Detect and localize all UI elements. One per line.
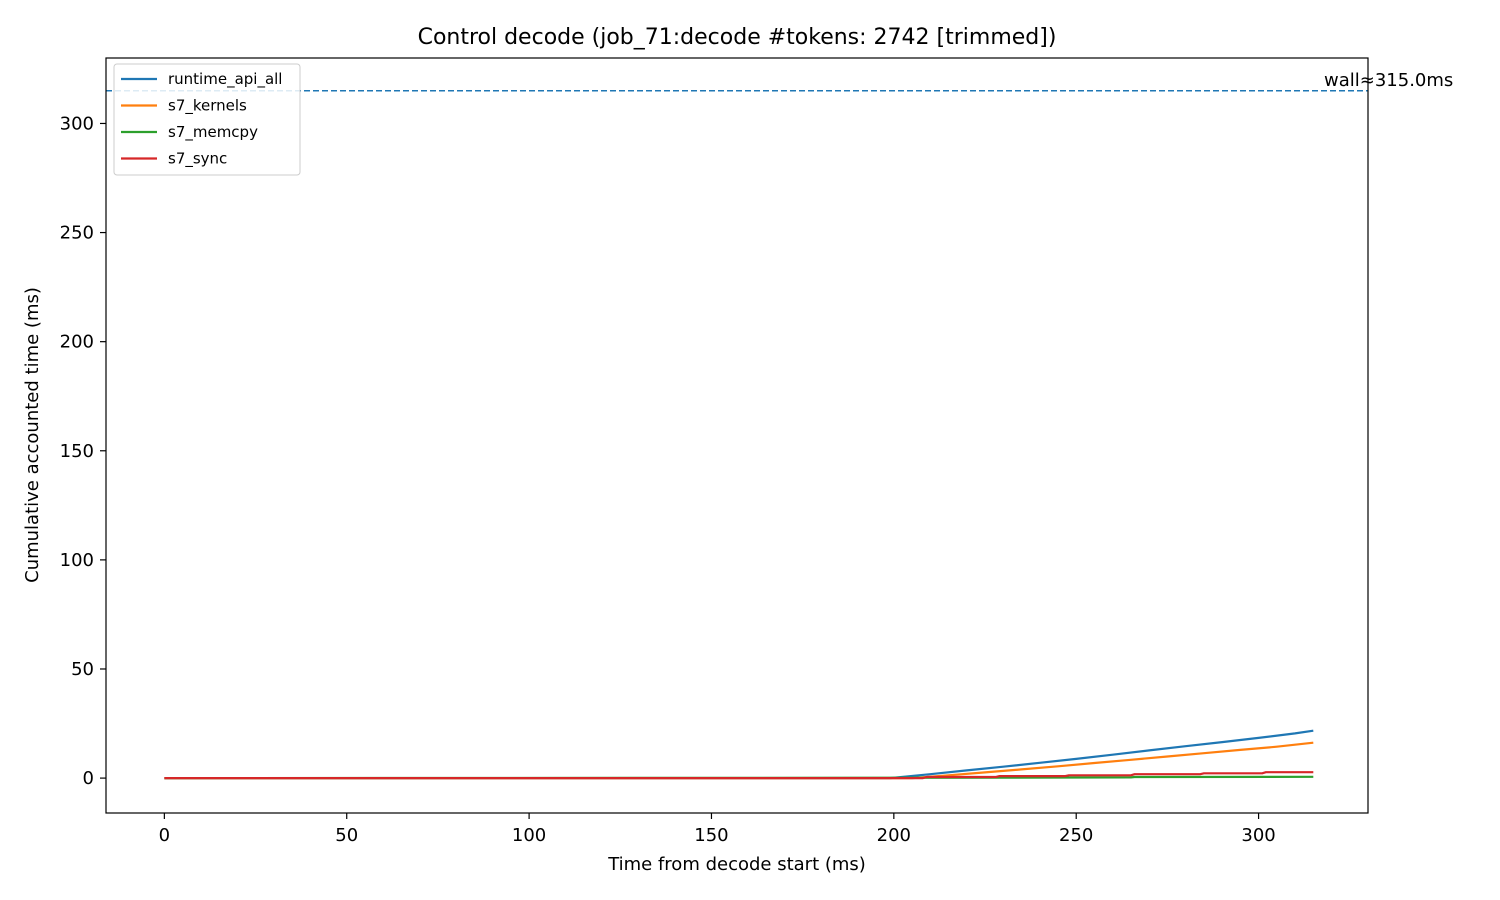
y-tick-label: 150 — [60, 441, 94, 462]
y-axis: 0 50 100 150 200 250 300 — [60, 113, 106, 789]
legend-box — [113, 63, 301, 176]
x-axis: 0 50 100 150 200 250 300 — [159, 813, 1276, 846]
plot-frame — [105, 57, 1369, 814]
legend-label-runtime_api_all: runtime_api_all — [168, 70, 282, 89]
y-tick-label: 0 — [83, 768, 94, 789]
wall-annotation: wall≈315.0ms — [1324, 70, 1453, 91]
y-tick-label: 300 — [60, 113, 94, 134]
x-tick-label: 50 — [335, 825, 358, 846]
plot-area — [106, 89, 1368, 780]
legend-label-s7_kernels: s7_kernels — [168, 97, 247, 116]
legend-label-s7_memcpy: s7_memcpy — [168, 123, 258, 142]
y-tick-label: 100 — [60, 550, 94, 571]
y-tick-label: 200 — [60, 332, 94, 353]
x-tick-label: 150 — [694, 825, 728, 846]
series-line-runtime_api_all — [164, 729, 1314, 780]
y-axis-label: Cumulative accounted time (ms) — [22, 287, 43, 583]
x-tick-label: 100 — [512, 825, 546, 846]
x-tick-label: 300 — [1241, 825, 1275, 846]
x-tick-label: 250 — [1059, 825, 1093, 846]
x-tick-label: 200 — [877, 825, 911, 846]
y-tick-label: 250 — [60, 223, 94, 244]
y-tick-label: 50 — [71, 659, 94, 680]
chart-title: Control decode (job_71:decode #tokens: 2… — [418, 25, 1057, 50]
x-axis-label: Time from decode start (ms) — [607, 854, 866, 875]
series-line-s7_kernels — [164, 741, 1314, 780]
series-line-s7_sync — [164, 771, 1314, 780]
legend: runtime_api_all s7_kernels s7_memcpy s7_syn… — [113, 63, 301, 176]
legend-label-s7_sync: s7_sync — [168, 150, 227, 169]
x-tick-label: 0 — [159, 825, 170, 846]
